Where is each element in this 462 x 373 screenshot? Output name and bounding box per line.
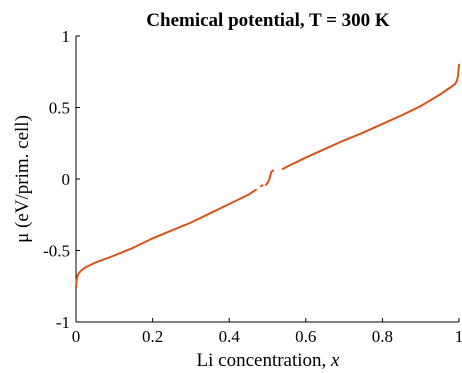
y-tick-label: -1	[56, 313, 70, 332]
chemical-potential-line-segment	[281, 63, 460, 170]
chemical-potential-line-segment	[264, 169, 275, 186]
x-tick-label: 0.6	[295, 327, 316, 346]
y-tick-label: 0.5	[49, 99, 70, 118]
x-tick-label: 1	[455, 327, 462, 346]
x-axis-label-variable: x	[330, 350, 340, 371]
x-tick-label: 0.8	[372, 327, 393, 346]
x-axis-label-text: Li concentration,	[197, 350, 332, 371]
x-axis-label: Li concentration, x	[197, 350, 341, 371]
series-group	[75, 63, 460, 289]
y-tick-label: 0	[62, 170, 71, 189]
y-axis-label: μ (eV/prim. cell)	[12, 115, 33, 243]
chart-title: Chemical potential, T = 300 K	[146, 10, 390, 31]
chemical-potential-line-segment	[259, 184, 264, 188]
chemical-potential-line-segment	[75, 188, 258, 289]
plot-area: 0 0.2 0.4 0.6 0.8 1 -1 -0.5 0 0.5 1	[43, 27, 462, 346]
y-tick-label: -0.5	[43, 242, 70, 261]
y-tick-label: 1	[62, 27, 71, 46]
x-tick-label: 0	[72, 327, 81, 346]
x-tick-label: 0.2	[142, 327, 163, 346]
x-tick-label: 0.4	[219, 327, 241, 346]
x-ticks: 0 0.2 0.4 0.6 0.8 1	[72, 318, 462, 346]
y-ticks: -1 -0.5 0 0.5 1	[43, 27, 80, 332]
